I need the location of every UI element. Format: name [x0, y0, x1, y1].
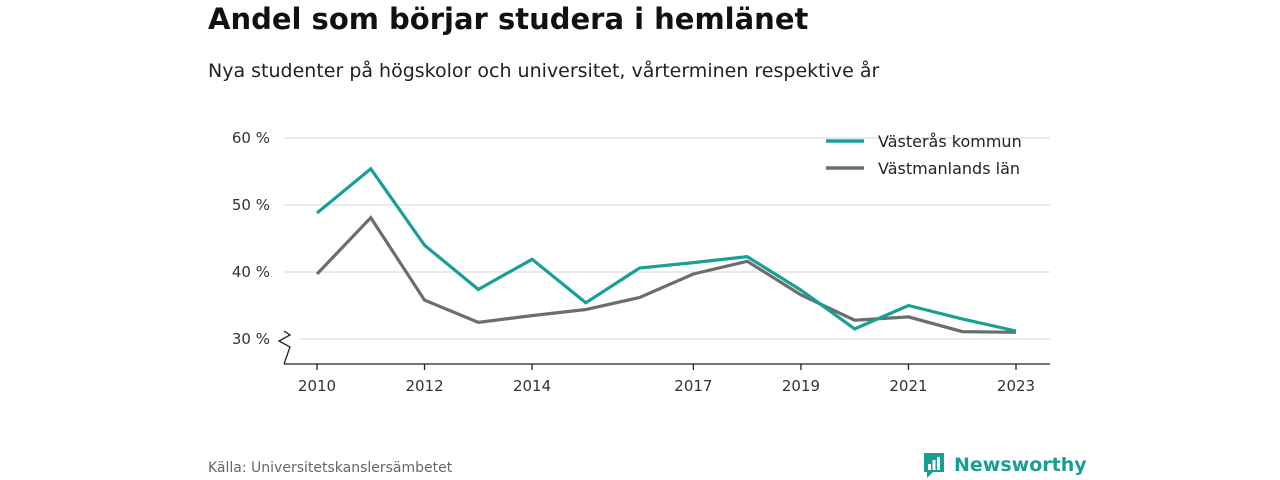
- y-axis-ticks: 30 % 40 % 50 % 60 %: [232, 129, 270, 348]
- bar-chart-icon: [924, 453, 944, 478]
- y-tick-label: 60 %: [232, 129, 270, 147]
- x-tick-label: 2021: [889, 377, 927, 395]
- x-tick-label: 2023: [997, 377, 1035, 395]
- brand-name: Newsworthy: [954, 454, 1087, 476]
- legend-label: Västmanlands län: [878, 159, 1020, 178]
- axis-break-marker: [277, 330, 292, 365]
- series-line-västerås-kommun: [315, 166, 1017, 333]
- x-tick-label: 2014: [513, 377, 551, 395]
- x-tick-label: 2017: [674, 377, 712, 395]
- source-note: Källa: Universitetskanslersämbetet: [208, 460, 453, 476]
- x-tick-label: 2010: [298, 377, 336, 395]
- y-tick-label: 40 %: [232, 263, 270, 281]
- y-tick-label: 30 %: [232, 330, 270, 348]
- chart-title: Andel som börjar studera i hemlänet: [208, 2, 809, 36]
- gridlines: [284, 137, 1050, 340]
- series-lines: [315, 166, 1017, 334]
- newsworthy-logo[interactable]: Newsworthy: [922, 451, 1087, 479]
- chart-subtitle: Nya studenter på högskolor och universit…: [208, 60, 880, 82]
- legend-label: Västerås kommun: [878, 132, 1022, 151]
- x-tick-label: 2019: [782, 377, 820, 395]
- x-axis: [277, 330, 1050, 365]
- x-axis-ticks: 2010 2012 2014 2017 2019 2021 2023: [298, 364, 1035, 395]
- x-tick-label: 2012: [405, 377, 443, 395]
- legend: Västerås kommun Västmanlands län: [826, 132, 1022, 178]
- y-tick-label: 50 %: [232, 196, 270, 214]
- series-line-västmanlands-län: [315, 215, 1017, 334]
